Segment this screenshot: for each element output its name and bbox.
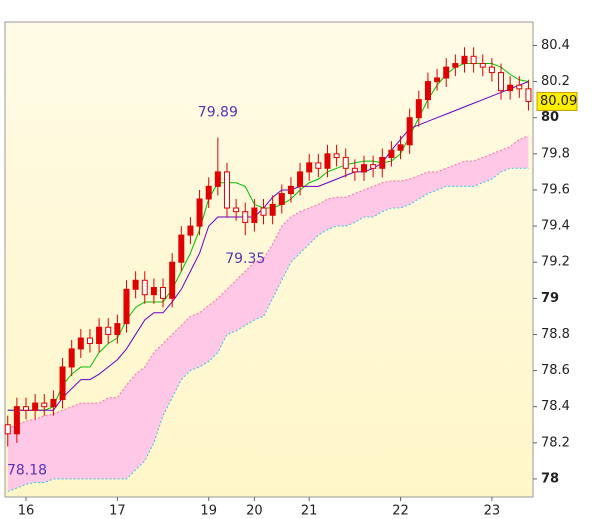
cloud-edge (7, 135, 529, 429)
candle-body (507, 84, 514, 92)
candle-body (278, 193, 285, 205)
candle-body (516, 84, 523, 90)
y-tick-label: 80.2 (541, 74, 570, 89)
x-tick-label: 21 (301, 504, 318, 519)
candle-body (488, 66, 495, 74)
last-price-label: 80.09 (540, 94, 577, 109)
candle-body (205, 185, 212, 200)
candle-body (41, 402, 48, 408)
candle-body (77, 337, 84, 350)
cloud-fill (7, 135, 529, 492)
last-price-box (536, 91, 578, 111)
x-tick-label: 16 (18, 504, 35, 519)
candle-body (351, 167, 358, 173)
x-tick-label: 22 (392, 504, 409, 519)
base-line (7, 81, 529, 411)
candle-body (415, 99, 422, 119)
candle-body (223, 171, 230, 209)
candle-body (4, 424, 11, 435)
candle-body (379, 156, 386, 169)
candle-body (269, 203, 276, 216)
candle-body (370, 164, 377, 169)
candle-body (13, 406, 20, 435)
candle-body (187, 225, 194, 236)
candle-body (525, 88, 532, 102)
y-tick-label: 79.8 (541, 146, 570, 161)
candle-body (196, 198, 203, 227)
candle-body (59, 366, 66, 400)
y-tick-label: 78.4 (541, 399, 570, 414)
candle-body (443, 66, 450, 79)
candle-body (251, 207, 258, 223)
candle-body (287, 185, 294, 195)
candle-body (424, 81, 431, 101)
y-tick-label: 78.8 (541, 327, 570, 342)
y-tick-label: 78.2 (541, 435, 570, 450)
annotation: 78.18 (7, 462, 47, 478)
candle-body (397, 144, 404, 151)
candle-body (50, 398, 57, 408)
candle-body (434, 77, 441, 83)
annotation: 79.89 (198, 105, 238, 121)
x-tick-label: 23 (484, 504, 501, 519)
candle-body (498, 72, 505, 92)
candle-body (260, 207, 267, 216)
y-tick-label: 79 (541, 291, 559, 306)
y-tick-label: 80 (541, 110, 559, 125)
candle-body (342, 156, 349, 169)
y-tick-label: 79.6 (541, 182, 570, 197)
candle-body (105, 326, 112, 335)
candle-body (23, 406, 30, 411)
annotation: 79.35 (225, 251, 265, 267)
x-tick-label: 20 (246, 504, 263, 519)
cloud-edge (7, 167, 529, 493)
candle-body (123, 288, 130, 325)
y-tick-label: 79.2 (541, 255, 570, 270)
candle-body (388, 149, 395, 158)
candle-body (333, 153, 340, 158)
x-tick-label: 17 (109, 504, 126, 519)
candle-body (150, 286, 157, 296)
candle-body (178, 234, 185, 263)
candle-body (361, 164, 368, 173)
candle-body (86, 337, 93, 344)
y-tick-label: 79.4 (541, 219, 570, 234)
candle-body (132, 279, 139, 290)
candle-body (324, 153, 331, 169)
candle-body (461, 55, 468, 65)
y-tick-label: 80.4 (541, 38, 570, 53)
candle-body (297, 171, 304, 187)
candle-body (479, 63, 486, 68)
candle-body (141, 279, 148, 296)
candle-body (242, 211, 249, 223)
candle-body (68, 348, 75, 368)
candle-body (452, 63, 459, 68)
candle-body (406, 117, 413, 146)
x-tick-label: 19 (200, 504, 217, 519)
candle-body (315, 162, 322, 169)
candle-body (96, 326, 103, 344)
candle-body (32, 402, 39, 411)
candle-body (470, 55, 477, 65)
candle-body (214, 171, 221, 187)
candle-body (169, 261, 176, 299)
y-tick-label: 78.6 (541, 363, 570, 378)
candle-body (233, 207, 240, 213)
candle-body (160, 286, 167, 299)
candle-body (306, 162, 313, 173)
candle-body (114, 323, 121, 335)
y-tick-label: 78 (541, 471, 559, 486)
conversion-line (7, 63, 529, 411)
